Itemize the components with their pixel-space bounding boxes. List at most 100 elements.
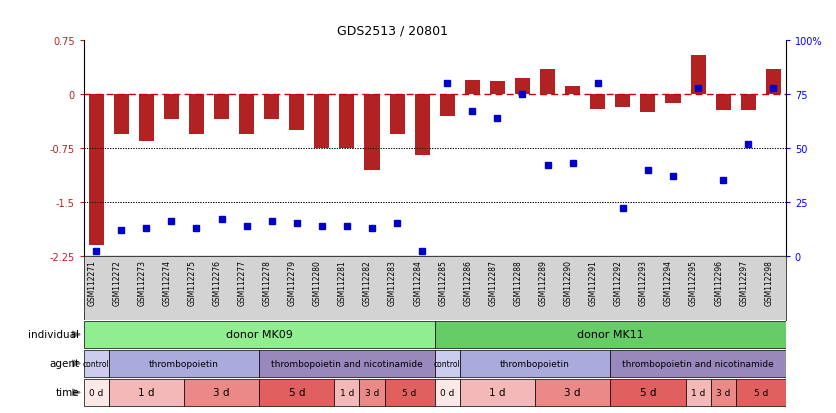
Text: GSM112276: GSM112276	[212, 259, 222, 305]
Bar	[565, 86, 580, 95]
Text: GSM112291: GSM112291	[589, 259, 598, 305]
Bar	[440, 95, 455, 116]
FancyBboxPatch shape	[435, 350, 460, 377]
Bar	[691, 56, 706, 95]
Text: 1 d: 1 d	[138, 387, 155, 397]
Bar	[264, 95, 279, 120]
FancyBboxPatch shape	[610, 350, 786, 377]
Text: GSM112296: GSM112296	[714, 259, 723, 305]
FancyBboxPatch shape	[460, 350, 610, 377]
Text: agent: agent	[49, 358, 79, 368]
Bar	[741, 95, 756, 111]
FancyBboxPatch shape	[435, 379, 460, 406]
Bar	[239, 95, 254, 134]
Text: GSM112279: GSM112279	[288, 259, 297, 305]
Text: donor MK11: donor MK11	[577, 330, 644, 339]
Text: 3 d: 3 d	[364, 388, 380, 397]
Bar	[640, 95, 655, 113]
Text: thrombopoietin: thrombopoietin	[149, 359, 219, 368]
FancyBboxPatch shape	[109, 350, 259, 377]
Bar	[289, 95, 304, 131]
Text: GSM112293: GSM112293	[639, 259, 648, 305]
Bar	[214, 95, 229, 120]
FancyBboxPatch shape	[259, 350, 435, 377]
Bar	[465, 81, 480, 95]
Text: GSM112298: GSM112298	[764, 259, 773, 305]
Text: individual: individual	[28, 330, 79, 339]
FancyBboxPatch shape	[711, 379, 736, 406]
Text: GSM112289: GSM112289	[538, 259, 548, 305]
FancyBboxPatch shape	[686, 379, 711, 406]
Text: GSM112272: GSM112272	[112, 259, 121, 305]
Text: 0 d: 0 d	[89, 388, 104, 397]
Text: 1 d: 1 d	[339, 388, 354, 397]
Bar	[314, 95, 329, 149]
FancyBboxPatch shape	[535, 379, 610, 406]
Text: GSM112284: GSM112284	[413, 259, 422, 305]
Text: GSM112274: GSM112274	[162, 259, 171, 305]
Text: 1 d: 1 d	[489, 387, 506, 397]
Text: GSM112287: GSM112287	[488, 259, 497, 305]
FancyBboxPatch shape	[334, 379, 359, 406]
Bar	[114, 95, 129, 134]
Text: thrombopoietin and nicotinamide: thrombopoietin and nicotinamide	[271, 359, 423, 368]
Text: 5 d: 5 d	[402, 388, 417, 397]
Text: 3 d: 3 d	[564, 387, 581, 397]
FancyBboxPatch shape	[736, 379, 786, 406]
Text: GSM112271: GSM112271	[87, 259, 96, 305]
FancyBboxPatch shape	[385, 379, 435, 406]
Text: 0 d: 0 d	[440, 388, 455, 397]
Bar	[164, 95, 179, 120]
FancyBboxPatch shape	[435, 321, 786, 348]
Text: 3 d: 3 d	[213, 387, 230, 397]
FancyBboxPatch shape	[359, 379, 385, 406]
Text: GSM112286: GSM112286	[463, 259, 472, 305]
FancyBboxPatch shape	[460, 379, 535, 406]
Bar	[339, 95, 354, 149]
Text: 3 d: 3 d	[716, 388, 731, 397]
Text: control: control	[434, 359, 461, 368]
Text: GSM112290: GSM112290	[563, 259, 573, 305]
Bar	[189, 95, 204, 134]
FancyBboxPatch shape	[610, 379, 686, 406]
Text: GSM112275: GSM112275	[187, 259, 196, 305]
Text: control: control	[83, 359, 110, 368]
Text: thrombopoietin: thrombopoietin	[500, 359, 570, 368]
Bar	[415, 95, 430, 156]
FancyBboxPatch shape	[84, 321, 435, 348]
Bar	[139, 95, 154, 142]
Bar	[390, 95, 405, 134]
Bar	[766, 70, 781, 95]
Bar	[364, 95, 380, 170]
Text: GSM112280: GSM112280	[313, 259, 322, 305]
Bar	[490, 82, 505, 95]
Text: GDS2513 / 20801: GDS2513 / 20801	[338, 24, 448, 37]
Bar	[716, 95, 731, 111]
FancyBboxPatch shape	[259, 379, 334, 406]
FancyBboxPatch shape	[84, 350, 109, 377]
Text: GSM112283: GSM112283	[388, 259, 397, 305]
Text: 5 d: 5 d	[753, 388, 768, 397]
Text: GSM112295: GSM112295	[689, 259, 698, 305]
Text: time: time	[56, 387, 79, 397]
Text: GSM112288: GSM112288	[513, 259, 522, 305]
Text: donor MK09: donor MK09	[226, 330, 293, 339]
Text: GSM112282: GSM112282	[363, 259, 372, 305]
Bar	[615, 95, 630, 108]
Bar	[515, 79, 530, 95]
Text: GSM112285: GSM112285	[438, 259, 447, 305]
Bar	[590, 95, 605, 109]
Text: 5 d: 5 d	[288, 387, 305, 397]
Bar	[89, 95, 104, 245]
FancyBboxPatch shape	[184, 379, 259, 406]
Bar	[665, 95, 681, 104]
Text: GSM112278: GSM112278	[263, 259, 272, 305]
Text: GSM112292: GSM112292	[614, 259, 623, 305]
Text: 5 d: 5 d	[640, 387, 656, 397]
Text: GSM112297: GSM112297	[739, 259, 748, 305]
Bar	[540, 70, 555, 95]
Text: GSM112281: GSM112281	[338, 259, 347, 305]
Text: 1 d: 1 d	[691, 388, 706, 397]
Text: GSM112273: GSM112273	[137, 259, 146, 305]
Text: thrombopoietin and nicotinamide: thrombopoietin and nicotinamide	[622, 359, 774, 368]
